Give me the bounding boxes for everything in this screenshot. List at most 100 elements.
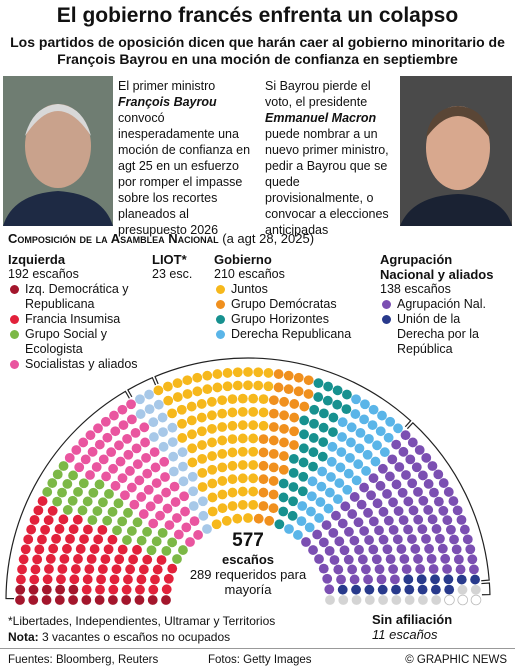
seat (299, 415, 310, 426)
seat (423, 505, 434, 515)
seat (212, 382, 223, 393)
seat (97, 524, 108, 535)
seat (211, 519, 222, 530)
seat (202, 370, 213, 381)
seat (188, 501, 199, 511)
seat (376, 574, 387, 585)
seat (149, 447, 160, 457)
bloc-name: Gobierno (214, 252, 272, 267)
seat (62, 479, 73, 489)
seat (117, 516, 128, 527)
seat (93, 534, 104, 545)
seat (353, 459, 364, 470)
seat (297, 501, 308, 511)
seat (351, 475, 362, 486)
seat (307, 476, 318, 487)
bloc-seats: 23 esc. (152, 267, 193, 281)
seat (207, 464, 218, 475)
seat (68, 524, 79, 535)
seat (150, 574, 160, 585)
seat (258, 501, 269, 511)
seat (54, 595, 65, 605)
seat (122, 535, 132, 545)
seat (227, 487, 238, 498)
seat (328, 528, 339, 538)
bloc-name: Izquierda (8, 252, 66, 267)
seat (81, 584, 92, 595)
seat (48, 543, 59, 554)
seat (177, 433, 188, 443)
seat (391, 439, 402, 450)
seat (62, 543, 72, 554)
seat (465, 544, 476, 555)
seat (69, 574, 80, 585)
seat (177, 418, 187, 429)
bloc-name: LIOT* (152, 252, 187, 267)
seat (92, 506, 103, 516)
seat (182, 389, 193, 399)
seat (268, 435, 279, 446)
seat (279, 396, 290, 407)
seat (232, 380, 243, 391)
seat (168, 451, 179, 462)
seat (359, 482, 370, 493)
seat (128, 554, 139, 565)
seat (127, 414, 137, 425)
seat (155, 510, 165, 521)
seat (135, 584, 145, 595)
seat (438, 478, 449, 488)
seat (62, 505, 73, 515)
seat (121, 595, 132, 605)
seat (318, 563, 329, 574)
seat (443, 574, 454, 585)
note-text: 3 vacantes o escaños no ocupados (42, 630, 231, 644)
bloc-bracket (481, 582, 491, 596)
seat (86, 554, 97, 564)
seat (140, 437, 150, 448)
legend-label: Socialistas y aliados (25, 357, 138, 371)
text: convocó inesperadamente una moción de co… (118, 111, 251, 237)
seat (387, 454, 398, 465)
seat (151, 536, 162, 547)
seat (437, 543, 448, 554)
seat (407, 437, 418, 448)
seat (349, 574, 360, 585)
seat (136, 535, 147, 546)
seat (372, 498, 383, 509)
seat (169, 481, 180, 492)
seat (318, 422, 329, 433)
seat (446, 524, 456, 535)
seat (182, 375, 193, 386)
seat (80, 454, 91, 465)
seat (343, 468, 354, 479)
seat (288, 496, 298, 507)
chart-title: Composición de la Asamblea Nacional (8, 231, 219, 246)
seat (129, 499, 140, 510)
seat (122, 433, 132, 444)
seat (318, 437, 329, 447)
legend-label: Grupo Demócratas (231, 297, 337, 311)
seat (314, 554, 324, 564)
seat (278, 464, 289, 475)
seat (222, 368, 233, 378)
seat (113, 498, 124, 509)
seat (312, 529, 323, 540)
seat (143, 484, 154, 495)
seat (173, 529, 184, 540)
seat (377, 410, 387, 421)
seat (77, 505, 88, 516)
seat (81, 595, 92, 605)
seat (457, 584, 468, 595)
seat (222, 381, 233, 392)
seat (227, 460, 238, 471)
seat (278, 478, 289, 489)
seat (339, 545, 350, 556)
seat (452, 505, 463, 516)
seat (40, 524, 50, 535)
seat (327, 441, 338, 452)
seat (134, 595, 145, 605)
seat (377, 584, 388, 595)
seat (108, 595, 118, 605)
seat (47, 478, 58, 488)
legend-swatch (216, 315, 225, 324)
